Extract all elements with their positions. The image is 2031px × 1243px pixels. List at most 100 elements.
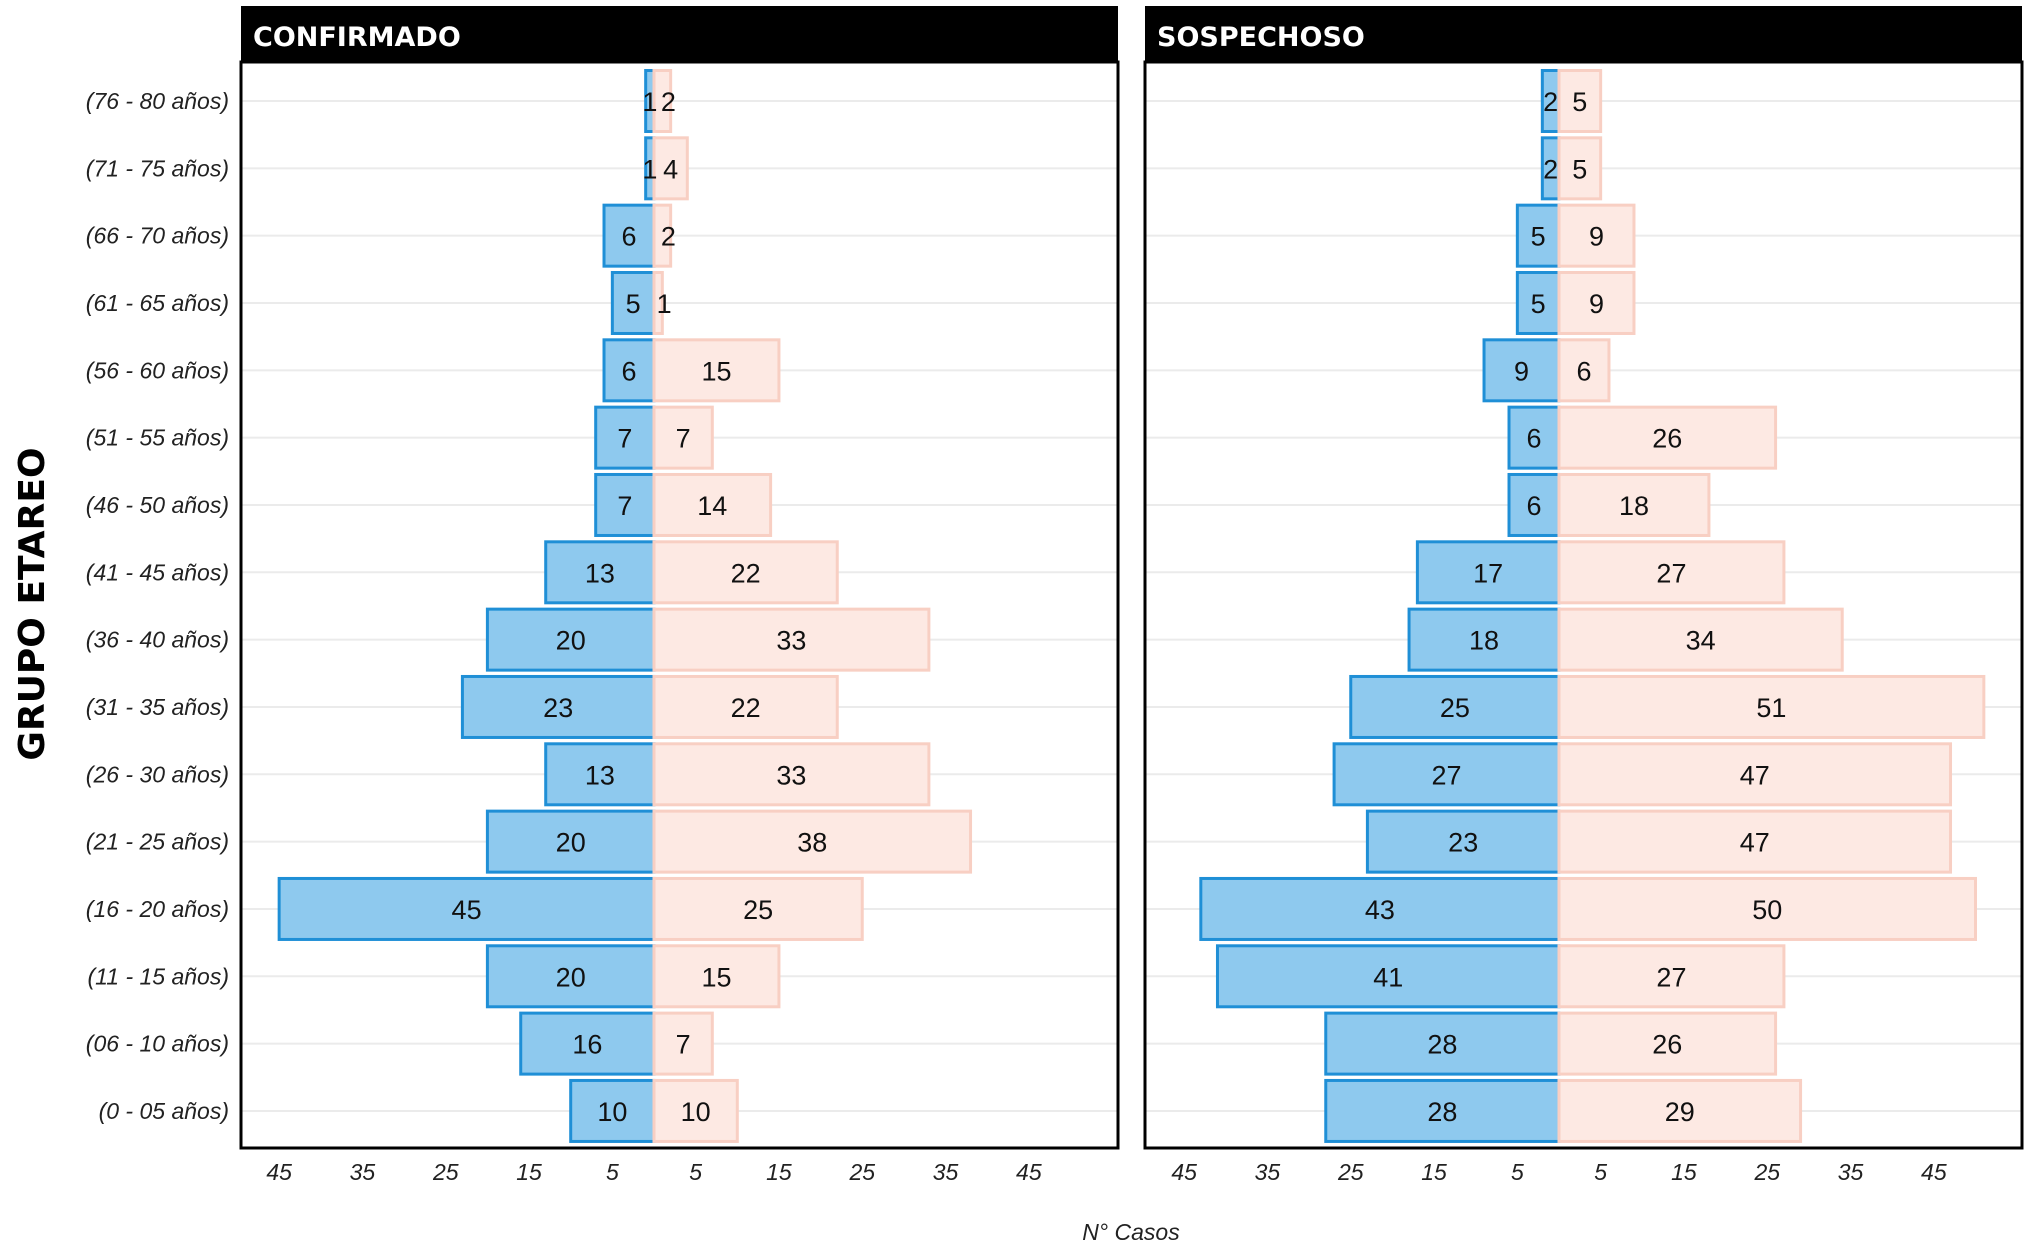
bar-left [1407, 607, 1561, 672]
y-axis-title: GRUPO ETAREO [12, 447, 53, 760]
bar-left-label: 20 [556, 962, 586, 992]
panel-title-bar [1145, 6, 2022, 62]
category-label: (41 - 45 años) [86, 559, 229, 585]
bar-right-label: 47 [1740, 760, 1770, 790]
bar-right-label: 14 [697, 491, 727, 521]
bar-right-label: 50 [1752, 895, 1782, 925]
panel-border [239, 60, 1120, 1150]
bar-right [652, 136, 689, 201]
category-label: (26 - 30 años) [86, 761, 229, 787]
bar-right-label: 33 [776, 626, 806, 656]
bar-right [1557, 1078, 1803, 1143]
bar-right-label: 10 [681, 1097, 711, 1127]
x-tick-label: 35 [1838, 1159, 1864, 1185]
bar-right [652, 472, 773, 537]
bar-left [1332, 742, 1561, 807]
bar-left [1507, 405, 1561, 470]
bar-right-label: 2 [661, 87, 676, 117]
bar-right-label: 33 [776, 760, 806, 790]
x-tick-label: 35 [933, 1159, 959, 1185]
bar-right-label: 29 [1665, 1097, 1695, 1127]
bar-left-label: 25 [1440, 693, 1470, 723]
bar-left-label: 17 [1473, 558, 1503, 588]
bar-left-label: 28 [1427, 1097, 1457, 1127]
bar-right [1557, 472, 1711, 537]
category-label: (31 - 35 años) [86, 694, 229, 720]
bar-left-label: 20 [556, 828, 586, 858]
bar-right-label: 22 [731, 558, 761, 588]
category-label: (51 - 55 años) [86, 425, 229, 451]
bar-left-label: 5 [626, 289, 641, 319]
bar-right-label: 5 [1572, 154, 1587, 184]
bar-left-label: 1 [642, 154, 657, 184]
bar-right [652, 944, 781, 1009]
category-label: (11 - 15 años) [88, 963, 229, 989]
bar-right-label: 26 [1652, 1030, 1682, 1060]
bar-right-label: 7 [676, 424, 691, 454]
x-tick-label: 25 [432, 1159, 459, 1185]
x-tick-label: 15 [766, 1159, 792, 1185]
category-label: (0 - 05 años) [99, 1098, 229, 1124]
bar-left-label: 6 [1526, 424, 1541, 454]
bar-left [1415, 540, 1561, 605]
x-tick-label: 25 [1337, 1159, 1364, 1185]
bar-left [602, 203, 656, 268]
bar-left-label: 13 [585, 760, 615, 790]
bar-right-label: 7 [676, 1030, 691, 1060]
panel-title: CONFIRMADO [253, 22, 461, 53]
bar-right-label: 15 [701, 962, 731, 992]
bar-right [652, 876, 864, 941]
bar-right [652, 674, 839, 739]
bar-right [652, 405, 714, 470]
bar-left-label: 45 [452, 895, 482, 925]
bar-left-label: 27 [1432, 760, 1462, 790]
x-tick-label: 5 [1511, 1159, 1524, 1185]
bar-right [1557, 742, 1953, 807]
bar-right [1557, 1011, 1778, 1076]
bar-left [485, 607, 656, 672]
bar-right [1557, 69, 1603, 133]
bar-right-label: 6 [1576, 356, 1591, 386]
category-label: (76 - 80 años) [86, 88, 229, 114]
bar-right [652, 338, 781, 403]
bar-left [1482, 338, 1561, 403]
bar-left-label: 10 [597, 1097, 627, 1127]
bar-left [1349, 674, 1561, 739]
bar-left [519, 1011, 656, 1076]
bar-right [652, 607, 931, 672]
bar-right-label: 51 [1756, 693, 1786, 723]
bar-left [277, 876, 656, 941]
bar-right [1557, 944, 1786, 1009]
bar-left [1324, 1011, 1561, 1076]
bar-right-label: 18 [1619, 491, 1649, 521]
bar-right [1557, 674, 1986, 739]
bar-right-label: 34 [1686, 626, 1716, 656]
bar-left [1324, 1078, 1561, 1143]
bar-right-label: 25 [743, 895, 773, 925]
bar-right [1557, 809, 1953, 874]
bar-left-label: 41 [1373, 962, 1403, 992]
x-tick-label: 15 [1421, 1159, 1447, 1185]
bar-right-label: 5 [1572, 87, 1587, 117]
bar-right [652, 203, 673, 268]
category-label: (46 - 50 años) [86, 492, 229, 518]
bar-right-label: 1 [657, 289, 672, 319]
panel-border [1143, 60, 2024, 1150]
bar-left-label: 13 [585, 558, 615, 588]
bar-left-label: 16 [572, 1030, 602, 1060]
bar-right [1557, 203, 1636, 268]
bar-right-label: 4 [663, 154, 678, 184]
bar-left-label: 7 [617, 424, 632, 454]
bar-right [1557, 136, 1603, 201]
bar-right [1557, 405, 1778, 470]
category-label: (06 - 10 años) [86, 1031, 229, 1057]
bar-right-label: 2 [661, 222, 676, 252]
bar-left-label: 23 [543, 693, 573, 723]
bar-left-label: 1 [642, 87, 657, 117]
bar-left [485, 944, 656, 1009]
bar-right [652, 1011, 714, 1076]
bar-right [652, 1078, 739, 1143]
bar-left-label: 6 [621, 356, 636, 386]
x-tick-label: 15 [516, 1159, 542, 1185]
